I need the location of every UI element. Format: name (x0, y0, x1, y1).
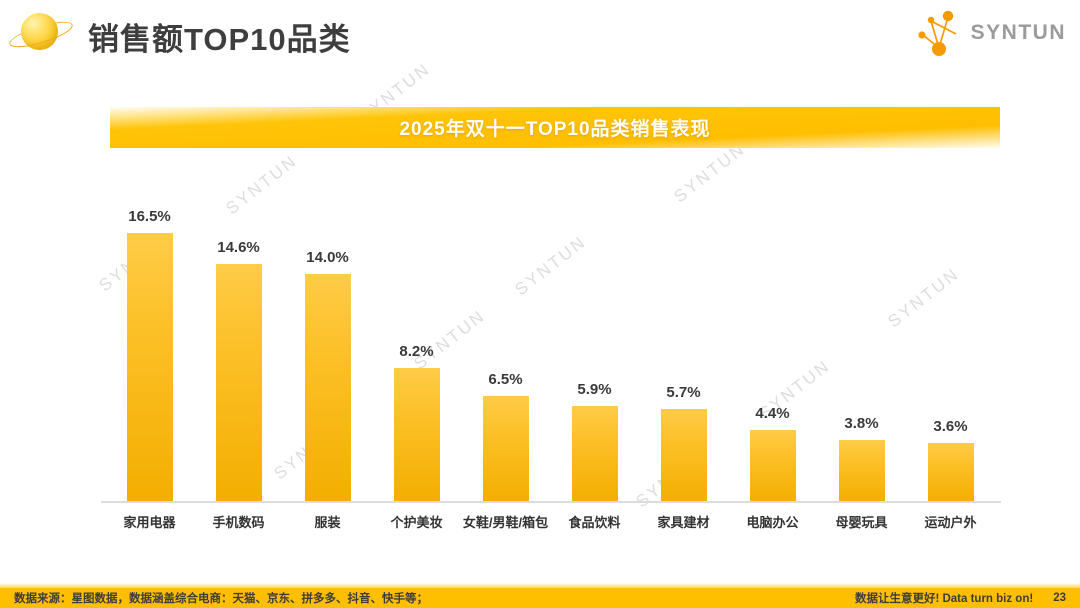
category-label: 个护美妆 (390, 515, 443, 530)
bar-value-label: 3.8% (844, 415, 879, 433)
category-label: 运动户外 (924, 515, 977, 530)
category-label: 服装 (314, 515, 341, 530)
category-label: 手机数码 (212, 515, 265, 530)
bar-column: 14.0% 服装 (283, 160, 372, 530)
bar (393, 368, 440, 502)
syntun-network-icon (918, 10, 957, 56)
footer: 数据来源：星图数据，数据涵盖综合电商：天猫、京东、拼多多、抖音、快手等； 数据让… (0, 583, 1080, 608)
bar-column: 4.4% 电脑办公 (728, 160, 817, 530)
bar-value-label: 5.9% (577, 380, 612, 398)
bar-column: 3.8% 母婴玩具 (817, 160, 906, 530)
bar (838, 440, 885, 502)
page-number: 23 (1053, 592, 1066, 604)
bar (660, 409, 707, 502)
category-label: 电脑办公 (746, 515, 799, 530)
bar-value-label: 5.7% (666, 384, 701, 402)
bar-column: 14.6% 手机数码 (194, 160, 283, 530)
bar (749, 430, 796, 502)
bar (571, 405, 618, 502)
bar-value-label: 6.5% (488, 371, 523, 389)
data-source-note: 数据来源：星图数据，数据涵盖综合电商：天猫、京东、拼多多、抖音、快手等； (14, 593, 428, 605)
syntun-logo-text: SYNTUN (970, 21, 1066, 44)
bar-column: 6.5% 女鞋/男鞋/箱包 (461, 160, 550, 530)
bar-value-label: 16.5% (128, 208, 171, 226)
bar (304, 273, 351, 502)
bar (482, 396, 529, 502)
bar-value-label: 8.2% (399, 343, 434, 361)
bar (927, 443, 974, 502)
chart-title: 2025年双十一TOP10品类销售表现 (399, 119, 711, 140)
bar-column: 5.7% 家具建材 (639, 160, 728, 530)
page-title: 销售额TOP10品类 (88, 22, 351, 57)
header: 销售额TOP10品类 SYNTUN (0, 0, 1080, 70)
category-label: 家具建材 (657, 515, 710, 530)
footer-slogan: 数据让生意更好! Data turn biz on! (854, 593, 1034, 605)
category-label: 母婴玩具 (835, 515, 888, 530)
chart-title-banner: 2025年双十一TOP10品类销售表现 (110, 107, 1000, 148)
bar-value-label: 3.6% (933, 418, 968, 436)
planet-logo-icon (6, 9, 76, 59)
bar-column: 3.6% 运动户外 (906, 160, 995, 530)
bar-value-label: 14.0% (306, 248, 349, 266)
footer-bar: 数据来源：星图数据，数据涵盖综合电商：天猫、京东、拼多多、抖音、快手等； 数据让… (0, 588, 1080, 608)
category-label: 女鞋/男鞋/箱包 (462, 515, 549, 530)
category-label: 家用电器 (123, 515, 176, 530)
bar-column: 16.5% 家用电器 (105, 160, 194, 530)
syntun-logo: SYNTUN (917, 8, 1066, 58)
bar-column: 5.9% 食品饮料 (550, 160, 639, 530)
bar (215, 264, 262, 502)
bar-value-label: 4.4% (755, 405, 790, 423)
bar-column: 8.2% 个护美妆 (372, 160, 461, 530)
bar-value-label: 14.6% (217, 239, 260, 257)
bar-chart: 16.5% 家用电器 14.6% 手机数码 14.0% 服装 8.2% 个护美妆 6.5% 女鞋/… (101, 160, 1001, 530)
planet-globe-icon (21, 13, 58, 50)
footer-accent-strip (0, 583, 1080, 588)
category-label: 食品饮料 (568, 515, 621, 530)
bar (126, 233, 173, 502)
